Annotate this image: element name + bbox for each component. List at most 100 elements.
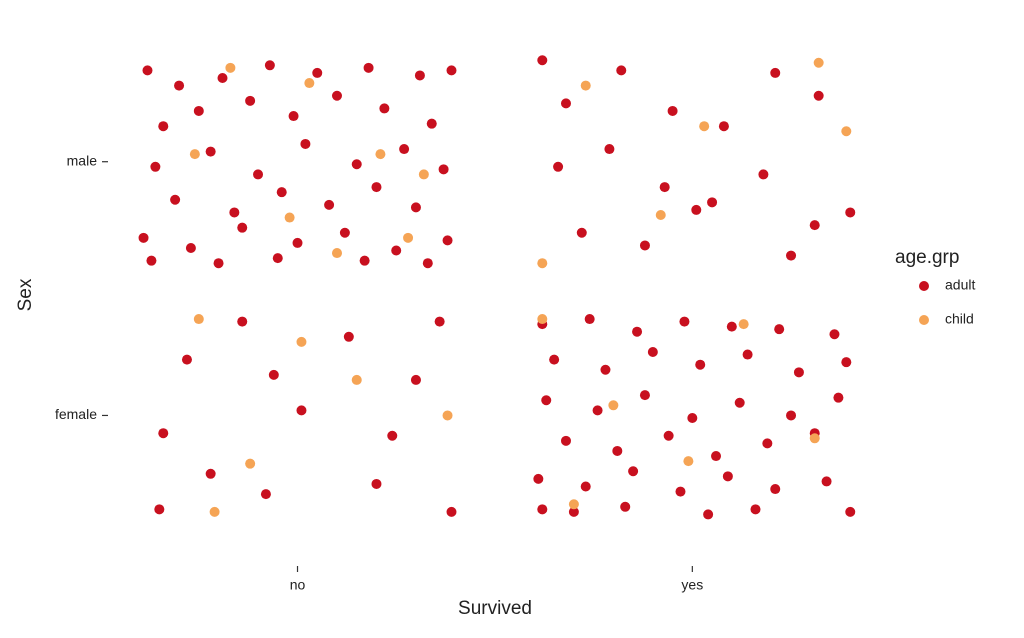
- point: [770, 67, 781, 78]
- point: [284, 212, 295, 223]
- point: [628, 466, 639, 477]
- point: [568, 499, 579, 510]
- point: [296, 336, 307, 347]
- point: [426, 118, 437, 129]
- point: [663, 430, 674, 441]
- point: [181, 354, 192, 365]
- point: [841, 357, 852, 368]
- point: [174, 80, 185, 91]
- point: [833, 392, 844, 403]
- point: [616, 65, 627, 76]
- point: [324, 199, 335, 210]
- point: [379, 103, 390, 114]
- point: [537, 504, 548, 515]
- legend-label: child: [945, 311, 974, 327]
- point: [553, 161, 564, 172]
- point: [371, 182, 382, 193]
- point: [229, 207, 240, 218]
- point: [683, 456, 694, 467]
- point: [793, 367, 804, 378]
- point: [592, 405, 603, 416]
- point: [446, 65, 457, 76]
- point: [446, 506, 457, 517]
- point: [632, 326, 643, 337]
- legend-label: adult: [945, 277, 975, 293]
- point: [410, 374, 421, 385]
- point: [312, 67, 323, 78]
- point: [845, 207, 856, 218]
- point: [809, 220, 820, 231]
- y-tick-label: female: [55, 406, 97, 422]
- point: [422, 258, 433, 269]
- point: [813, 90, 824, 101]
- y-tick-label: male: [67, 152, 98, 168]
- x-axis-title: Survived: [458, 598, 532, 619]
- point: [537, 258, 548, 269]
- x-tick-label: yes: [681, 577, 703, 593]
- point: [695, 359, 706, 370]
- point: [170, 194, 181, 205]
- point: [205, 146, 216, 157]
- point: [711, 451, 722, 462]
- point: [667, 105, 678, 116]
- point: [726, 321, 737, 332]
- point: [734, 397, 745, 408]
- point: [150, 161, 161, 172]
- point: [410, 202, 421, 213]
- point: [750, 504, 761, 515]
- point: [742, 349, 753, 360]
- point: [399, 144, 410, 155]
- point: [537, 314, 548, 325]
- point: [391, 245, 402, 256]
- point: [260, 489, 271, 500]
- point: [276, 187, 287, 198]
- point: [679, 316, 690, 327]
- point: [205, 468, 216, 479]
- point: [138, 232, 149, 243]
- point: [292, 237, 303, 248]
- point: [675, 486, 686, 497]
- point: [774, 324, 785, 335]
- point: [363, 62, 374, 73]
- point: [568, 506, 579, 517]
- point: [541, 395, 552, 406]
- point: [414, 70, 425, 81]
- point: [659, 182, 670, 193]
- point: [387, 430, 398, 441]
- point: [359, 255, 370, 266]
- legend-title: age.grp: [895, 247, 959, 268]
- point: [300, 138, 311, 149]
- point: [738, 319, 749, 330]
- point: [371, 478, 382, 489]
- point: [655, 210, 666, 220]
- point: [604, 144, 615, 155]
- point: [217, 72, 228, 83]
- point: [821, 476, 832, 487]
- point: [758, 169, 769, 180]
- point: [245, 458, 256, 469]
- point: [647, 347, 658, 358]
- point: [264, 60, 275, 71]
- point: [845, 506, 856, 517]
- point: [762, 438, 773, 449]
- point: [841, 126, 852, 137]
- point: [770, 484, 781, 495]
- point: [707, 197, 718, 208]
- point: [718, 121, 729, 132]
- point: [158, 121, 169, 132]
- point: [343, 331, 354, 342]
- point: [193, 314, 204, 325]
- point: [533, 473, 544, 484]
- point: [158, 428, 169, 439]
- point: [829, 329, 840, 340]
- point: [253, 169, 264, 180]
- point: [813, 57, 824, 68]
- point: [304, 78, 315, 89]
- point: [687, 412, 698, 423]
- point: [809, 433, 820, 444]
- point: [351, 159, 362, 170]
- point: [699, 121, 710, 132]
- point: [189, 149, 200, 160]
- point: [600, 364, 611, 375]
